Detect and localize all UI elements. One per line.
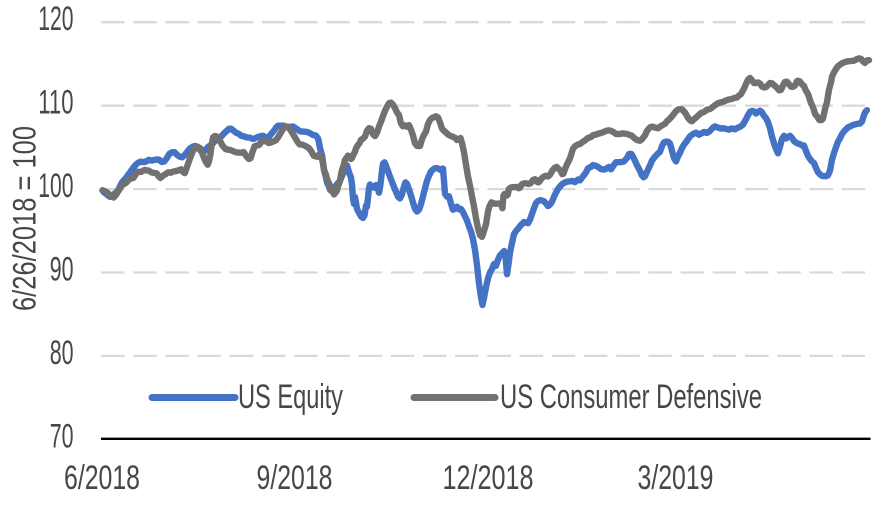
svg-text:110: 110 [38, 84, 73, 122]
svg-text:3/2019: 3/2019 [638, 459, 714, 497]
svg-text:70: 70 [50, 417, 74, 455]
svg-text:6/26/2018 = 100: 6/26/2018 = 100 [6, 126, 42, 311]
svg-text:9/2018: 9/2018 [257, 459, 333, 497]
svg-text:90: 90 [50, 251, 74, 289]
svg-text:6/2018: 6/2018 [64, 459, 140, 497]
svg-text:120: 120 [38, 0, 73, 38]
svg-text:80: 80 [50, 334, 74, 372]
svg-text:US Consumer Defensive: US Consumer Defensive [500, 378, 762, 416]
svg-text:US Equity: US Equity [238, 378, 344, 416]
svg-text:100: 100 [38, 167, 73, 205]
svg-text:12/2018: 12/2018 [443, 459, 534, 497]
